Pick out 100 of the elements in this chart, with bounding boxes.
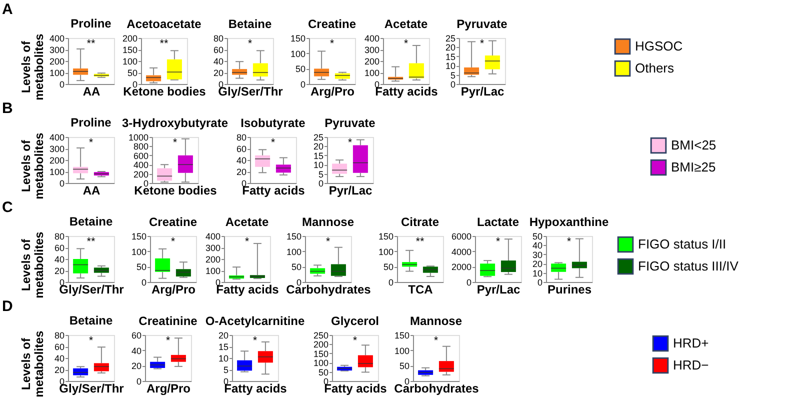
text: B (2, 100, 13, 117)
chart-title: Acetate (225, 215, 269, 229)
chart-title: O-Acetylcarnitine (205, 314, 305, 328)
y-tick-label: 100 (290, 48, 306, 59)
x-axis-title: Arg/Pro (146, 382, 191, 396)
chart-title: Hypoxanthine (529, 215, 609, 229)
y-tick-label: 20 (218, 330, 228, 340)
chart-title: Creatine (308, 17, 356, 31)
y-axis-title: Levels of metabolites (19, 33, 46, 100)
chart-title: Betaine (228, 17, 272, 31)
annotation: * (252, 335, 258, 347)
annotation: * (244, 236, 250, 248)
y-tick-label: 200 (49, 56, 64, 66)
y-tick-label: 20 (213, 68, 224, 78)
annotation: ** (86, 236, 96, 248)
y-tick-label: 80 (236, 132, 246, 142)
y-tick-label: 100 (313, 358, 328, 368)
y-tick-label: 100 (394, 346, 410, 356)
annotation: * (172, 137, 178, 149)
chart-title: Glycerol (330, 314, 380, 328)
y-tick-label: 0 (466, 278, 472, 288)
legend-label: FIGO status III/IV (638, 258, 739, 274)
y-tick-label: 40 (236, 156, 246, 166)
chart-title: Pyruvate (456, 17, 508, 31)
y-tick-label: 0 (300, 80, 306, 90)
annotation: * (166, 335, 171, 347)
y-tick-label: 50 (532, 232, 542, 242)
annotation: * (248, 38, 253, 50)
y-tick-label: 0 (450, 80, 456, 90)
chart-title: Proline (70, 16, 112, 31)
y-tick-label: 100 (49, 68, 64, 78)
y-tick-label: 6000 (451, 232, 472, 242)
y-tick-label: 0 (132, 80, 138, 90)
y-tick-label: 40 (532, 240, 542, 251)
y-tick-label: 60 (213, 45, 224, 55)
y-tick-label: 250 (313, 330, 328, 340)
y-tick-label: 200 (364, 56, 380, 66)
y-tick-label: 400 (364, 34, 380, 44)
x-axis-title: Pyr/Lac (476, 282, 521, 296)
chart-title: Creatinine (138, 314, 198, 328)
text: A (2, 1, 13, 18)
y-tick-label: 0 (318, 178, 324, 188)
y-tick-label: 20 (532, 259, 542, 270)
y-tick-label: 25 (313, 132, 324, 142)
x-axis-title: TCA (408, 282, 434, 296)
y-tick-label: 40 (54, 254, 64, 264)
y-tick-label: 80 (54, 330, 64, 340)
y-tick-label: 0 (136, 376, 142, 386)
y-tick-label: 10 (313, 160, 324, 170)
y-tick-label: 20 (236, 167, 246, 177)
y-tick-label: 100 (364, 68, 380, 78)
y-tick-label: 100 (131, 246, 146, 257)
y-tick-label: 40 (213, 56, 224, 66)
annotation: * (352, 335, 358, 347)
y-tick-label: 30 (532, 250, 542, 260)
annotation: * (480, 38, 485, 50)
y-tick-label: 150 (378, 232, 394, 242)
annotation: * (496, 236, 501, 248)
annotation: * (566, 236, 572, 248)
y-tick-label: 0 (388, 278, 394, 288)
y-tick-label: 10 (218, 354, 228, 364)
legend-label: HRD+ (673, 336, 709, 350)
chart-title: Mannose (410, 314, 462, 328)
legend-label: BMI<25 (671, 138, 716, 152)
x-axis-title: Arg/Pro (310, 84, 355, 98)
chart-title: 3-Hydroxybutyrate (122, 116, 228, 130)
y-tick-label: 200 (49, 156, 64, 166)
chart-title: Betaine (69, 314, 113, 328)
y-tick-label: 20 (313, 142, 324, 152)
x-axis-title: AA (82, 184, 100, 198)
y-tick-label: 0 (143, 178, 148, 188)
y-tick-label: 60 (54, 243, 64, 253)
legend-label: Others (635, 60, 675, 76)
y-tick-label: 50 (399, 361, 410, 372)
y-tick-label: 100 (122, 56, 138, 66)
y-tick-label: 300 (49, 45, 64, 55)
y-tick-label: 800 (133, 142, 148, 152)
y-axis-title: Levels of metabolites (19, 330, 46, 398)
y-tick-label: 20 (54, 365, 64, 375)
y-tick-label: 10 (532, 268, 542, 278)
y-tick-label: 200 (122, 34, 138, 44)
y-tick-label: 400 (205, 232, 220, 242)
chart-title: Pyruvate (324, 116, 376, 130)
y-tick-label: 25 (445, 34, 456, 44)
y-tick-label: 20 (445, 42, 456, 53)
y-tick-label: 400 (133, 160, 148, 170)
annotation: * (88, 137, 94, 149)
y-tick-label: 0 (537, 278, 542, 288)
y-tick-label: 100 (49, 167, 64, 177)
legend-label: HGSOC (635, 38, 683, 54)
annotation: ** (416, 236, 425, 248)
y-tick-label: 100 (205, 266, 220, 276)
annotation: * (330, 38, 335, 50)
y-tick-label: 150 (313, 348, 328, 359)
y-tick-label: 100 (378, 246, 394, 257)
annotation: ** (86, 38, 96, 50)
y-tick-label: 300 (49, 144, 64, 154)
annotation: * (170, 236, 176, 248)
y-tick-label: 10 (445, 61, 456, 72)
y-tick-label: 150 (131, 232, 146, 242)
